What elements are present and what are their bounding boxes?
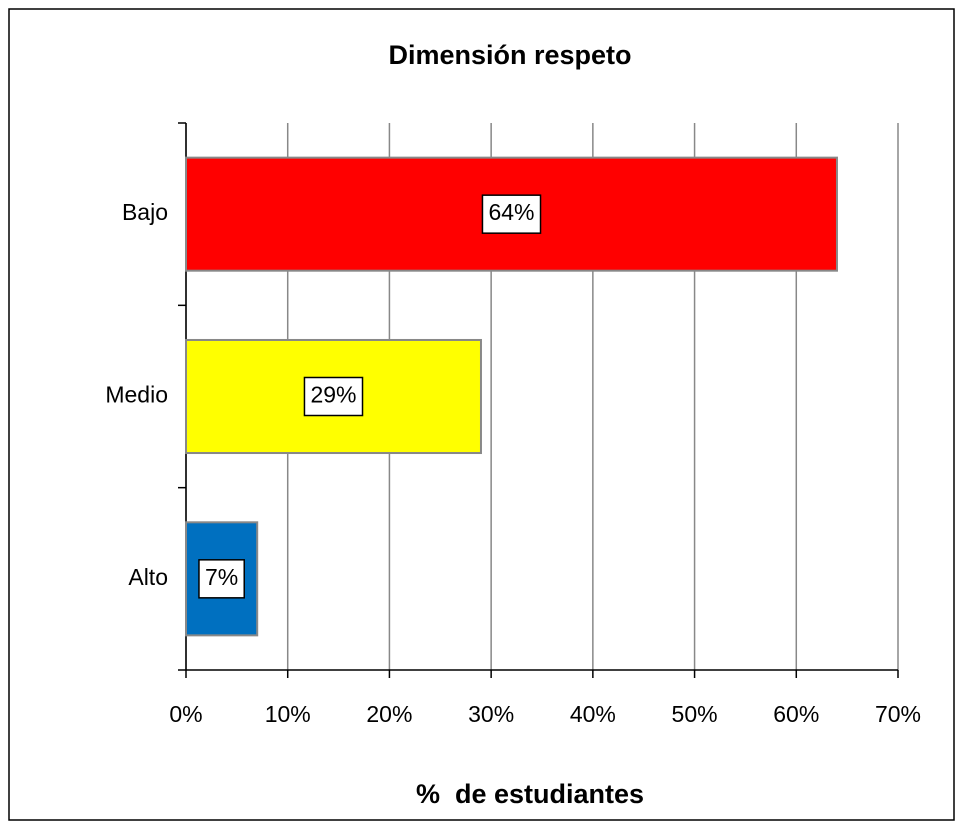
bar xyxy=(185,156,838,272)
value-label: 7% xyxy=(205,564,238,590)
value-label-box xyxy=(481,194,542,234)
x-tick-label: 30% xyxy=(468,701,514,727)
x-tick-label: 40% xyxy=(570,701,616,727)
value-label-box xyxy=(303,376,364,417)
value-label: 64% xyxy=(488,199,534,225)
x-tick-label: 10% xyxy=(265,701,311,727)
value-label: 29% xyxy=(310,382,356,408)
y-tick-label: Bajo xyxy=(122,199,168,225)
chart-title: Dimensión respeto xyxy=(388,40,631,70)
x-tick-label: 70% xyxy=(875,701,921,727)
x-tick-label: 50% xyxy=(672,701,718,727)
y-tick-label: Alto xyxy=(128,564,168,590)
x-tick-label: 20% xyxy=(366,701,412,727)
x-tick-label: 60% xyxy=(773,701,819,727)
x-tick-label: 0% xyxy=(169,701,202,727)
x-axis-title: % de estudiantes xyxy=(416,779,644,809)
value-label-box xyxy=(198,559,245,599)
y-tick-label: Medio xyxy=(105,382,168,408)
